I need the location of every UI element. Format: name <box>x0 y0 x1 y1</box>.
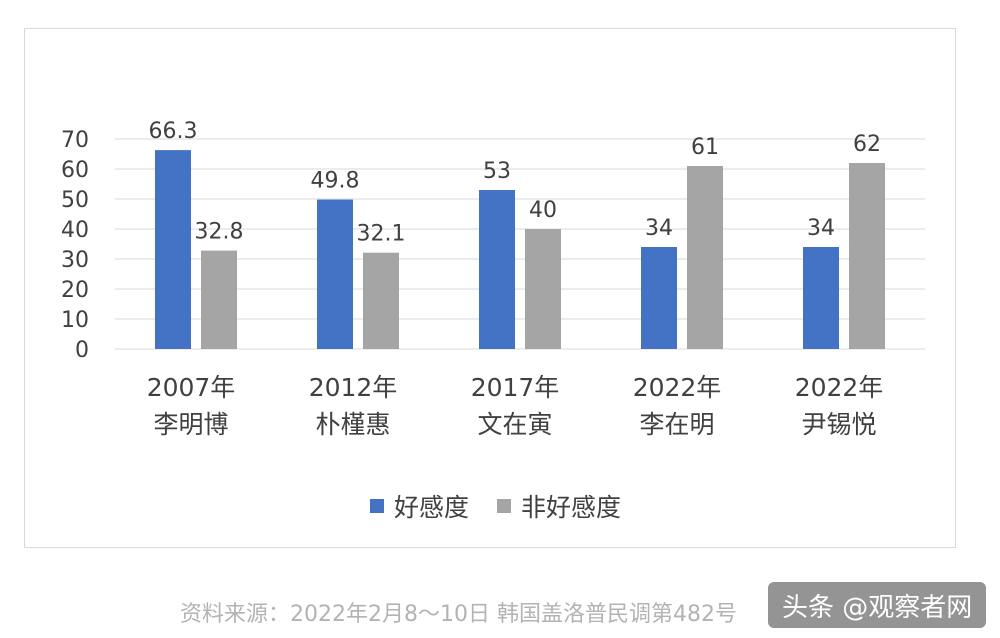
category-year: 2022年 <box>632 373 722 402</box>
bar-chart: 0 10 20 30 40 50 60 70 66.3 49.8 53 34 34 32.8 32.1 40 6… <box>61 119 925 363</box>
category-name: 文在寅 <box>477 410 553 439</box>
category-label: 2022年 李在明 <box>607 369 747 443</box>
y-tick-label: 10 <box>61 308 89 333</box>
y-tick-label: 0 <box>75 338 89 363</box>
bar <box>155 150 191 349</box>
bar <box>201 250 237 349</box>
category-name: 李明博 <box>153 410 229 439</box>
watermark: 头条 @观察者网 <box>768 582 987 628</box>
category-label: 2012年 朴槿惠 <box>283 369 423 443</box>
data-label: 62 <box>853 132 881 157</box>
y-tick-label: 20 <box>61 278 89 303</box>
category-label: 2022年 尹锡悦 <box>769 369 909 443</box>
category-label: 2007年 李明博 <box>121 369 261 443</box>
y-tick-label: 60 <box>61 158 89 183</box>
bar <box>641 247 677 349</box>
data-label: 49.8 <box>311 169 360 194</box>
bar <box>849 163 885 349</box>
y-tick-label: 50 <box>61 188 89 213</box>
y-tick-label: 30 <box>61 248 89 273</box>
legend-label: 好感度 <box>394 493 470 522</box>
category-year: 2007年 <box>146 373 236 402</box>
category-year: 2017年 <box>470 373 560 402</box>
category-name: 朴槿惠 <box>315 410 391 439</box>
chart-legend: 好感度 非好感度 <box>370 488 649 524</box>
category-name: 尹锡悦 <box>801 410 877 439</box>
y-tick-label: 40 <box>61 218 89 243</box>
category-name: 李在明 <box>639 410 715 439</box>
data-label: 66.3 <box>149 119 198 144</box>
bar <box>317 199 353 349</box>
y-tick-label: 70 <box>61 128 89 153</box>
bar <box>363 252 399 349</box>
chart-frame: 0 10 20 30 40 50 60 70 66.3 49.8 53 34 34 32.8 32.1 40 6… <box>24 28 956 548</box>
bar <box>687 166 723 349</box>
legend-swatch <box>497 499 512 513</box>
data-label: 32.1 <box>357 222 406 247</box>
data-label: 61 <box>691 135 719 160</box>
data-label: 53 <box>483 159 511 184</box>
data-label: 34 <box>645 216 673 241</box>
legend-item-unfavorable: 非好感度 <box>497 488 621 524</box>
bar <box>803 247 839 349</box>
bar <box>525 229 561 349</box>
category-year: 2022年 <box>794 373 884 402</box>
data-label: 32.8 <box>195 220 244 245</box>
legend-label: 非好感度 <box>521 493 622 522</box>
source-caption: 资料来源：2022年2月8～10日 韩国盖洛普民调第482号 <box>180 602 737 627</box>
legend-item-favorable: 好感度 <box>370 488 469 524</box>
data-label: 34 <box>807 216 835 241</box>
bar <box>479 190 515 349</box>
category-label: 2017年 文在寅 <box>445 369 585 443</box>
category-year: 2012年 <box>308 373 398 402</box>
legend-swatch <box>370 499 384 513</box>
data-label: 40 <box>529 198 557 223</box>
